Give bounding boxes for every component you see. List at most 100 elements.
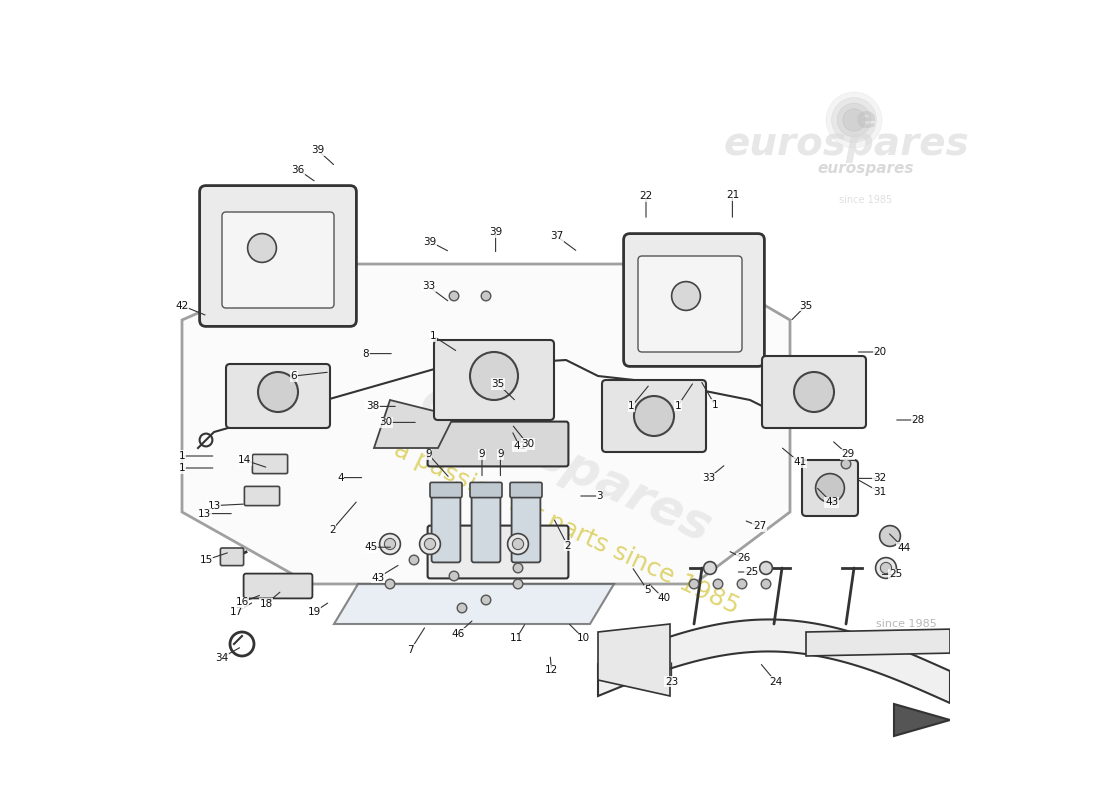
- Text: 2: 2: [329, 525, 336, 534]
- Text: 30: 30: [379, 418, 393, 427]
- Circle shape: [385, 579, 395, 589]
- FancyBboxPatch shape: [252, 454, 287, 474]
- Text: 23: 23: [666, 677, 679, 686]
- Text: 32: 32: [873, 474, 887, 483]
- Text: 37: 37: [550, 231, 563, 241]
- Text: 5: 5: [645, 586, 651, 595]
- Text: a passion for parts since 1985: a passion for parts since 1985: [389, 437, 742, 619]
- Circle shape: [379, 534, 400, 554]
- Circle shape: [704, 562, 716, 574]
- FancyBboxPatch shape: [512, 486, 540, 562]
- Text: 40: 40: [657, 594, 670, 603]
- Circle shape: [449, 571, 459, 581]
- Circle shape: [815, 474, 845, 502]
- Circle shape: [425, 538, 436, 550]
- Circle shape: [384, 538, 396, 550]
- Text: 46: 46: [451, 629, 464, 638]
- Text: 41: 41: [513, 442, 526, 451]
- Text: 17: 17: [230, 607, 243, 617]
- Circle shape: [713, 579, 723, 589]
- FancyBboxPatch shape: [602, 380, 706, 452]
- Text: 2: 2: [564, 541, 571, 550]
- FancyBboxPatch shape: [470, 482, 502, 498]
- Circle shape: [737, 579, 747, 589]
- Text: 31: 31: [873, 487, 887, 497]
- Text: 9: 9: [425, 450, 431, 459]
- Text: 30: 30: [521, 439, 535, 449]
- Circle shape: [690, 579, 698, 589]
- Text: 9: 9: [478, 450, 485, 459]
- Polygon shape: [894, 704, 950, 736]
- Text: 39: 39: [424, 237, 437, 246]
- Text: 26: 26: [737, 554, 750, 563]
- Circle shape: [409, 555, 419, 565]
- Text: 16: 16: [235, 598, 249, 607]
- Text: 44: 44: [896, 543, 910, 553]
- Circle shape: [513, 538, 524, 550]
- Text: 35: 35: [800, 301, 813, 310]
- Circle shape: [248, 234, 276, 262]
- Circle shape: [760, 562, 772, 574]
- Text: 41: 41: [793, 458, 806, 467]
- Circle shape: [880, 562, 892, 574]
- Text: 39: 39: [490, 227, 503, 237]
- FancyBboxPatch shape: [434, 340, 554, 420]
- Text: 14: 14: [238, 455, 251, 465]
- Text: 45: 45: [364, 542, 377, 552]
- Text: 1: 1: [674, 401, 681, 410]
- FancyBboxPatch shape: [428, 526, 569, 578]
- Circle shape: [826, 92, 882, 148]
- Polygon shape: [806, 629, 950, 656]
- Circle shape: [761, 579, 771, 589]
- FancyBboxPatch shape: [428, 422, 569, 466]
- Polygon shape: [374, 400, 454, 448]
- Text: 3: 3: [596, 491, 603, 501]
- Text: 1: 1: [178, 451, 185, 461]
- Circle shape: [672, 282, 701, 310]
- Text: 34: 34: [216, 653, 229, 662]
- Circle shape: [449, 291, 459, 301]
- Text: eurospares: eurospares: [817, 161, 914, 175]
- Circle shape: [470, 352, 518, 400]
- Text: 15: 15: [199, 555, 212, 565]
- Text: 27: 27: [754, 522, 767, 531]
- Text: 10: 10: [578, 634, 591, 643]
- Circle shape: [832, 98, 877, 142]
- Circle shape: [837, 103, 871, 137]
- Text: 28: 28: [912, 415, 925, 425]
- Text: 1: 1: [430, 331, 437, 341]
- Text: since 1985: since 1985: [839, 195, 892, 205]
- Text: 38: 38: [366, 402, 379, 411]
- Text: 13: 13: [208, 501, 221, 510]
- Text: e: e: [856, 106, 877, 134]
- Text: 42: 42: [175, 301, 188, 310]
- Text: 13: 13: [198, 509, 211, 518]
- Circle shape: [514, 579, 522, 589]
- Text: 43: 43: [825, 498, 838, 507]
- FancyBboxPatch shape: [199, 186, 356, 326]
- Text: 29: 29: [842, 450, 855, 459]
- Circle shape: [634, 396, 674, 436]
- Text: 20: 20: [873, 347, 887, 357]
- FancyBboxPatch shape: [244, 486, 279, 506]
- Circle shape: [507, 534, 528, 554]
- Circle shape: [419, 534, 440, 554]
- Text: 1: 1: [178, 463, 185, 473]
- Text: 18: 18: [260, 599, 273, 609]
- Text: 24: 24: [769, 677, 782, 686]
- Text: 39: 39: [311, 146, 324, 155]
- Text: 35: 35: [492, 379, 505, 389]
- Text: 4: 4: [337, 473, 343, 482]
- Text: 21: 21: [726, 190, 739, 200]
- Circle shape: [794, 372, 834, 412]
- FancyBboxPatch shape: [510, 482, 542, 498]
- Circle shape: [258, 372, 298, 412]
- Circle shape: [514, 563, 522, 573]
- Polygon shape: [598, 619, 950, 703]
- Text: 25: 25: [889, 570, 902, 579]
- Text: 33: 33: [421, 282, 434, 291]
- FancyBboxPatch shape: [243, 574, 312, 598]
- Text: 25: 25: [745, 567, 758, 577]
- Circle shape: [842, 459, 850, 469]
- Circle shape: [458, 603, 466, 613]
